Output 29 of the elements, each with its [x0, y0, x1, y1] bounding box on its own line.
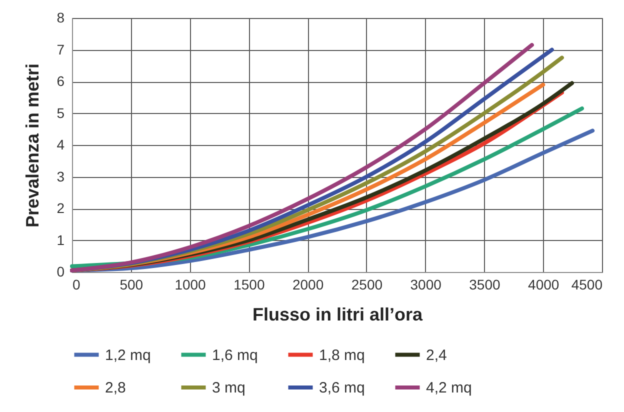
- x-axis-title: Flusso in litri all’ora: [252, 304, 424, 324]
- x-tick-label: 4000: [528, 276, 560, 292]
- y-tick-label: 7: [56, 41, 65, 58]
- legend-label: 4,2 mq: [426, 380, 472, 396]
- legend-label: 1,8 mq: [319, 346, 365, 364]
- legend-label: 2,4: [426, 346, 447, 364]
- x-tick-label: 1500: [234, 276, 265, 292]
- legend-label: 3 mq: [212, 380, 246, 396]
- y-tick-label: 5: [56, 104, 65, 121]
- legend-label: 1,6 mq: [212, 346, 258, 364]
- legend-label: 2,8: [105, 380, 126, 396]
- x-tick-label: 2000: [292, 276, 324, 292]
- y-tick-label: 2: [56, 200, 65, 216]
- y-tick-label: 6: [56, 73, 65, 89]
- legend-label: 1,2 mq: [105, 346, 151, 364]
- y-tick-label: 8: [56, 10, 65, 26]
- x-tick-label: 2500: [351, 276, 383, 292]
- x-tick-label: 3500: [469, 276, 501, 292]
- y-tick-label: 0: [56, 264, 65, 280]
- y-tick-label: 1: [56, 232, 65, 248]
- y-tick-label: 4: [56, 136, 65, 152]
- y-tick-label: 3: [56, 168, 65, 184]
- legend-label: 3,6 mq: [319, 380, 365, 396]
- x-tick-label: 500: [120, 276, 144, 292]
- x-tick-label: 3000: [410, 276, 442, 292]
- x-tick-label: 4500: [571, 276, 603, 292]
- y-axis-title: Prevalenza in metri: [22, 63, 43, 228]
- x-tick-label: 0: [72, 276, 80, 292]
- x-tick-label: 1000: [174, 276, 206, 292]
